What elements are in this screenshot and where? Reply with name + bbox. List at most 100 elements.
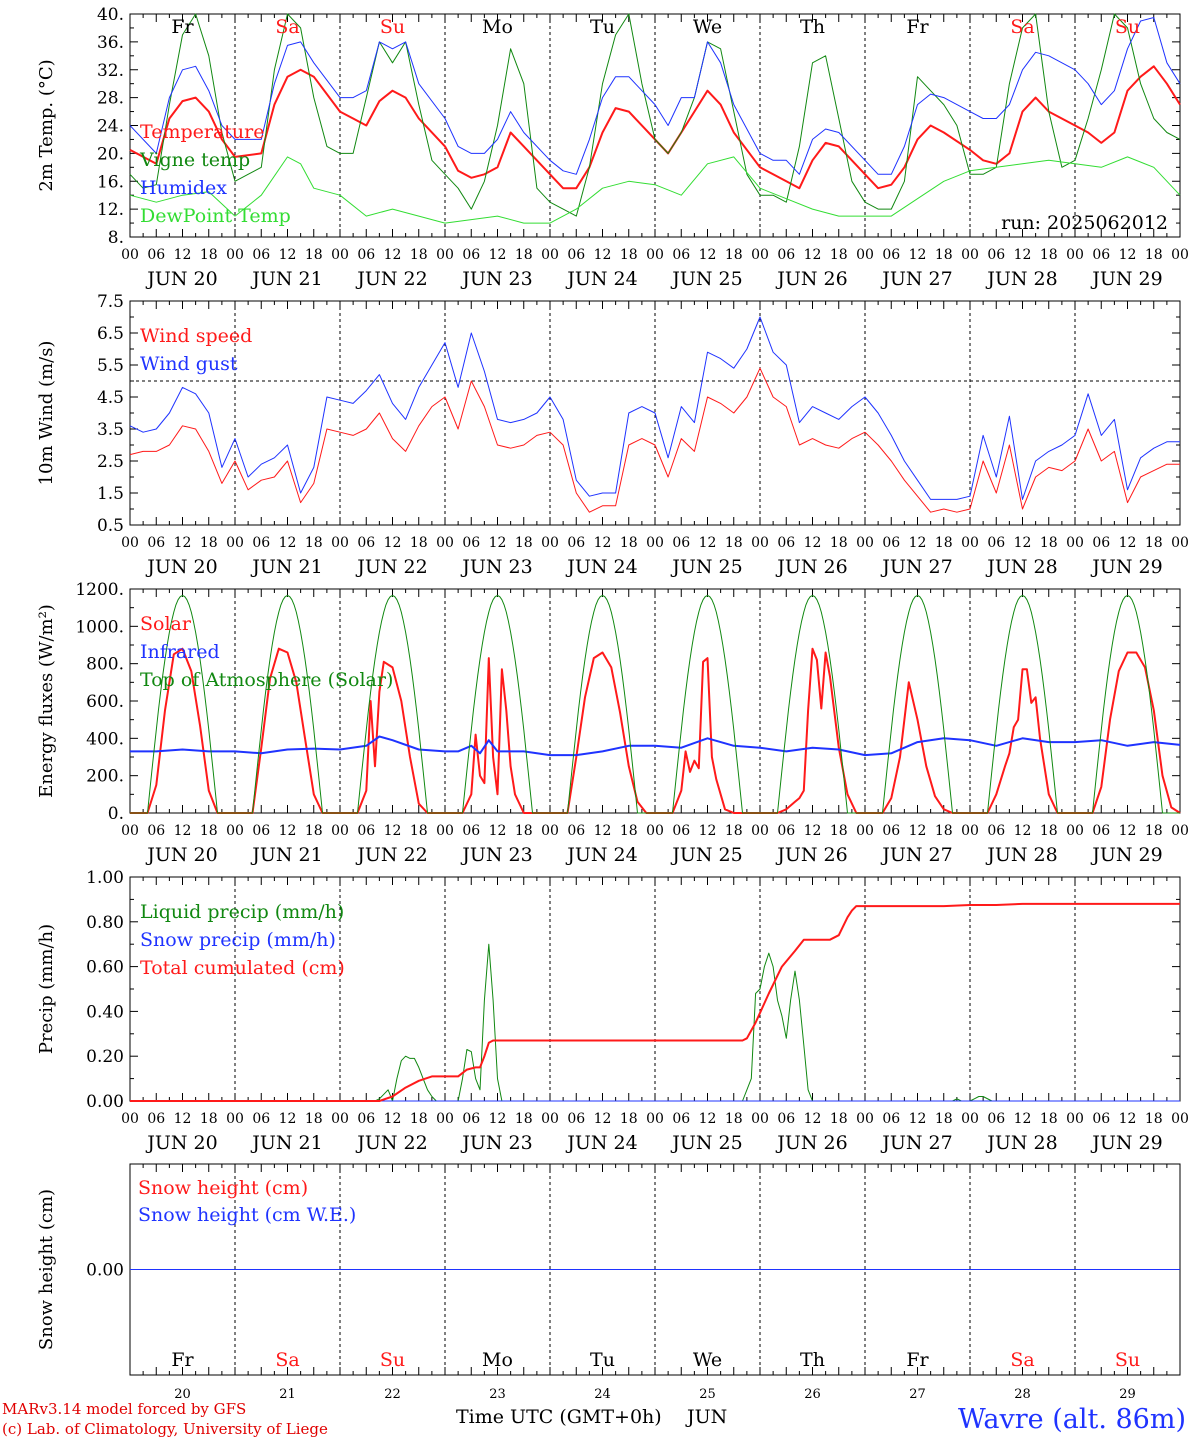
weekday-label: Su: [380, 1349, 405, 1371]
y-tick-label: 0.80: [86, 913, 124, 933]
y-tick-label: 0.: [108, 804, 124, 824]
date-label: JUN 22: [355, 268, 427, 290]
weekday-label: Sa: [275, 1349, 299, 1371]
hour-tick-label: 18: [1040, 823, 1058, 839]
hour-tick-label: 12: [489, 247, 507, 263]
hour-tick-label: 12: [384, 247, 402, 263]
date-label: JUN 25: [670, 844, 742, 866]
hour-tick-label: 12: [804, 823, 822, 839]
hour-tick-label: 18: [725, 535, 743, 551]
hour-tick-label: 18: [1040, 247, 1058, 263]
hour-tick-label: 18: [305, 823, 323, 839]
hour-tick-label: 18: [620, 247, 638, 263]
hour-tick-label: 06: [672, 535, 690, 551]
hour-tick-label: 00: [1171, 823, 1189, 839]
hour-tick-label: 12: [909, 247, 927, 263]
hour-tick-label: 18: [515, 247, 533, 263]
hour-tick-label: 12: [384, 1111, 402, 1127]
hour-tick-label: 00: [646, 247, 664, 263]
hour-tick-label: 18: [830, 823, 848, 839]
date-label: JUN 29: [1090, 1132, 1162, 1154]
hour-tick-label: 00: [646, 1111, 664, 1127]
hour-tick-label: 18: [1145, 535, 1163, 551]
date-label: JUN 22: [355, 844, 427, 866]
hour-tick-label: 00: [1066, 247, 1084, 263]
y-tick-label: 5.5: [97, 356, 124, 376]
legend-entry: Wind speed: [140, 325, 252, 347]
hour-tick-label: 06: [672, 1111, 690, 1127]
y-tick-label: 0.60: [86, 958, 124, 978]
hour-tick-label: 12: [174, 535, 192, 551]
hour-tick-label: 12: [279, 1111, 297, 1127]
hour-tick-label: 00: [436, 823, 454, 839]
series-temperature: [129, 65, 1181, 190]
date-label: JUN 21: [250, 556, 322, 578]
hour-tick-label: 18: [935, 1111, 953, 1127]
series-top-of-atmosphere-solar: [130, 595, 1180, 814]
day-number-label: 27: [909, 1387, 926, 1402]
panel-5: 0.00 Snow height (cm) Snow height (cm) Snow…: [36, 1163, 1181, 1402]
y-tick-label: 24.: [97, 117, 124, 137]
panel-4: 0.00 0.20 0.40 0.60 0.80 1.00 Precip (mm/h) 00 0…: [36, 868, 1189, 1154]
hour-tick-label: 06: [567, 1111, 585, 1127]
hour-tick-label: 00: [436, 247, 454, 263]
legend-entry: Infrared: [140, 641, 220, 663]
hour-tick-label: 00: [1066, 1111, 1084, 1127]
weekday-label: Su: [380, 16, 405, 38]
date-label: JUN 24: [565, 556, 637, 578]
hour-tick-label: 00: [751, 247, 769, 263]
legend-entry: Solar: [140, 613, 192, 635]
series-wind-gust: [129, 316, 1180, 500]
hour-tick-label: 12: [489, 1111, 507, 1127]
hour-tick-label: 00: [1171, 535, 1189, 551]
weekday-label: We: [693, 16, 722, 38]
hour-tick-label: 18: [1145, 1111, 1163, 1127]
hour-tick-label: 06: [1092, 247, 1110, 263]
hour-tick-label: 06: [147, 823, 165, 839]
day-number-label: 23: [489, 1387, 506, 1402]
hour-tick-label: 06: [777, 247, 795, 263]
y-tick-label: 7.5: [97, 292, 124, 312]
y-tick-label: 0.00: [86, 1261, 124, 1281]
date-label: JUN 22: [355, 556, 427, 578]
date-label: JUN 21: [250, 844, 322, 866]
legend-entry: Snow height (cm W.E.): [138, 1204, 356, 1226]
y-tick-label: 800.: [86, 655, 124, 675]
weekday-label: Th: [800, 16, 825, 38]
date-label: JUN 29: [1090, 556, 1162, 578]
hour-tick-label: 18: [305, 1111, 323, 1127]
hour-tick-label: 12: [804, 1111, 822, 1127]
hour-tick-label: 06: [252, 823, 270, 839]
hour-tick-label: 12: [909, 823, 927, 839]
date-label: JUN 28: [985, 268, 1057, 290]
date-label: JUN 23: [460, 844, 532, 866]
y-tick-label: 0.40: [86, 1002, 124, 1022]
y-tick-label: 12.: [97, 200, 124, 220]
date-label: JUN 29: [1090, 844, 1162, 866]
hour-tick-label: 00: [1171, 1111, 1189, 1127]
hour-tick-label: 00: [961, 247, 979, 263]
hour-tick-label: 00: [856, 823, 874, 839]
y-tick-label: 1200.: [75, 580, 124, 600]
date-label: JUN 27: [880, 268, 952, 290]
y-tick-label: 8.: [108, 228, 124, 248]
hour-tick-label: 00: [121, 1111, 139, 1127]
hour-tick-label: 12: [1014, 1111, 1032, 1127]
hour-tick-label: 18: [305, 535, 323, 551]
hour-tick-label: 18: [620, 535, 638, 551]
series-total-cumulated-cm: [130, 902, 1180, 1102]
hour-tick-label: 00: [1066, 535, 1084, 551]
hour-tick-label: 00: [646, 823, 664, 839]
hour-tick-label: 00: [541, 535, 559, 551]
hour-tick-label: 12: [174, 247, 192, 263]
hour-tick-label: 12: [1014, 535, 1032, 551]
hour-tick-label: 06: [147, 247, 165, 263]
legend-entry: Vigne temp: [139, 149, 250, 171]
date-label: JUN 25: [670, 556, 742, 578]
hour-tick-label: 18: [305, 247, 323, 263]
day-number-label: 25: [699, 1387, 716, 1402]
hour-tick-label: 06: [987, 1111, 1005, 1127]
hour-tick-label: 18: [515, 535, 533, 551]
